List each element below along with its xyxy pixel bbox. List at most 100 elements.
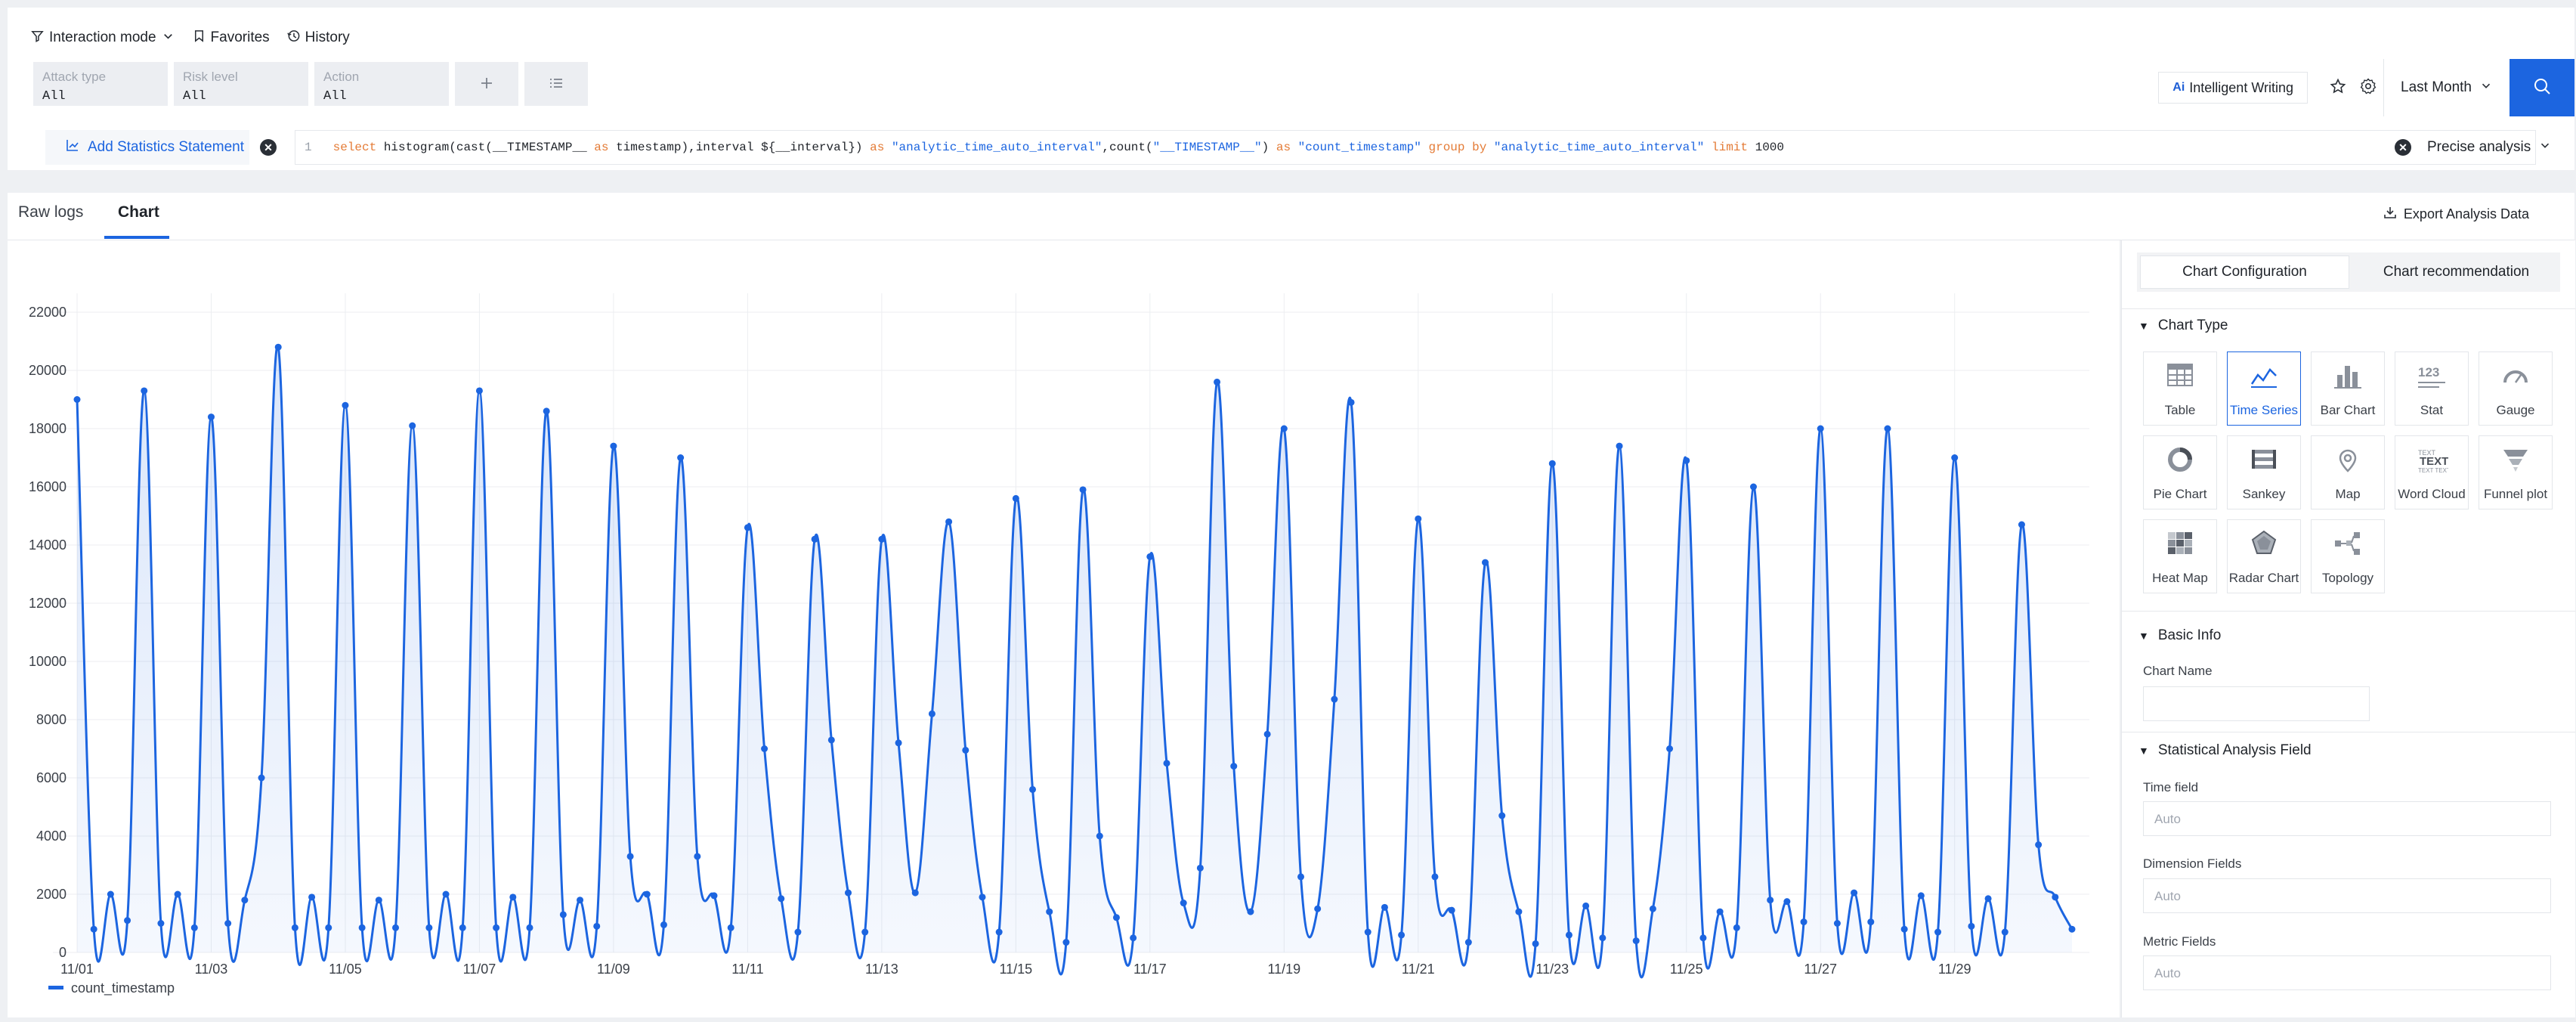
data-point[interactable] [710, 892, 718, 900]
add-statistics-statement-button[interactable]: Add Statistics Statement [45, 130, 249, 165]
data-point[interactable] [1900, 925, 1908, 933]
data-point[interactable] [593, 922, 601, 930]
data-point[interactable] [727, 924, 734, 931]
action-filter[interactable]: Action All [314, 62, 449, 106]
search-button[interactable] [2510, 59, 2574, 116]
data-point[interactable] [1431, 873, 1439, 881]
data-point[interactable] [1515, 908, 1523, 915]
export-analysis-data-button[interactable]: Export Analysis Data [2383, 205, 2529, 224]
tab-chart-configuration[interactable]: Chart Configuration [2140, 256, 2349, 289]
settings-button[interactable] [2353, 73, 2383, 103]
data-point[interactable] [409, 422, 416, 429]
data-point[interactable] [911, 889, 919, 897]
data-point[interactable] [677, 454, 685, 461]
data-point[interactable] [1482, 559, 1489, 566]
data-point[interactable] [509, 893, 517, 901]
data-point[interactable] [1699, 934, 1707, 942]
time-range-dropdown[interactable]: Last Month [2383, 59, 2510, 116]
data-point[interactable] [1012, 494, 1019, 502]
chart-type-map[interactable]: Map [2311, 435, 2385, 509]
data-point[interactable] [1833, 920, 1841, 927]
remove-statement-icon[interactable]: ✕ [260, 139, 277, 156]
data-point[interactable] [1364, 928, 1371, 936]
data-point[interactable] [1733, 924, 1740, 931]
data-point[interactable] [1046, 908, 1053, 915]
dimension-fields-select[interactable]: Auto [2143, 878, 2551, 913]
intelligent-writing-button[interactable]: Ai Intelligent Writing [2158, 72, 2308, 104]
data-point[interactable] [2035, 841, 2043, 849]
data-point[interactable] [241, 897, 249, 904]
data-point[interactable] [928, 710, 935, 717]
data-point[interactable] [1112, 914, 1120, 921]
data-point[interactable] [375, 897, 382, 904]
data-point[interactable] [1968, 922, 1975, 930]
data-point[interactable] [1749, 483, 1757, 491]
analysis-mode-dropdown[interactable]: Precise analysis [2427, 130, 2552, 165]
data-point[interactable] [744, 524, 751, 531]
data-point[interactable] [794, 928, 802, 936]
data-point[interactable] [660, 921, 667, 928]
data-point[interactable] [90, 925, 97, 933]
data-point[interactable] [526, 924, 533, 931]
data-point[interactable] [1196, 864, 1204, 872]
data-point[interactable] [1649, 905, 1656, 912]
data-point[interactable] [979, 893, 986, 901]
data-point[interactable] [2068, 925, 2076, 933]
data-point[interactable] [1297, 873, 1304, 881]
attack-type-filter[interactable]: Attack type All [33, 62, 168, 106]
chart-type-stat[interactable]: 123 Stat [2395, 352, 2469, 426]
tab-raw-logs[interactable]: Raw logs [18, 203, 84, 221]
chart-type-pie-chart[interactable]: Pie Chart [2143, 435, 2217, 509]
data-point[interactable] [610, 442, 617, 450]
data-point[interactable] [694, 853, 701, 860]
data-point[interactable] [1800, 918, 1808, 926]
data-point[interactable] [861, 928, 869, 936]
data-point[interactable] [308, 893, 316, 901]
tab-chart-recommendation[interactable]: Chart recommendation [2383, 264, 2530, 280]
chart-type-topology[interactable]: Topology [2311, 519, 2385, 593]
data-point[interactable] [157, 920, 165, 927]
sql-query-editor[interactable]: 1 select histogram(cast(__TIMESTAMP__ as… [295, 130, 2536, 165]
data-point[interactable] [190, 924, 198, 931]
data-point[interactable] [1130, 934, 1137, 942]
data-point[interactable] [1767, 897, 1774, 904]
data-point[interactable] [475, 387, 483, 395]
data-point[interactable] [2001, 928, 2009, 936]
basic-info-section-header[interactable]: ▼ Basic Info [2138, 627, 2221, 644]
data-point[interactable] [1314, 905, 1322, 912]
data-point[interactable] [1415, 515, 1422, 522]
data-point[interactable] [1851, 889, 1858, 897]
data-point[interactable] [1448, 906, 1455, 914]
chart-name-input[interactable] [2143, 686, 2370, 721]
metric-fields-select[interactable]: Auto [2143, 955, 2551, 990]
data-point[interactable] [1616, 442, 1623, 450]
data-point[interactable] [577, 897, 584, 904]
data-point[interactable] [962, 746, 969, 754]
data-point[interactable] [1934, 928, 1942, 936]
data-point[interactable] [274, 343, 282, 351]
data-point[interactable] [1884, 425, 1891, 432]
data-point[interactable] [2018, 521, 2025, 528]
data-point[interactable] [358, 924, 366, 931]
data-point[interactable] [1062, 939, 1070, 946]
chart-type-word-cloud[interactable]: TEXT TEXT TEXT TEXT Word Cloud [2395, 435, 2469, 509]
data-point[interactable] [1263, 730, 1271, 738]
data-point[interactable] [1331, 695, 1338, 703]
data-point[interactable] [945, 518, 953, 525]
data-point[interactable] [425, 924, 433, 931]
data-point[interactable] [1029, 785, 1037, 793]
interaction-mode-dropdown[interactable]: Interaction mode [30, 29, 175, 48]
filter-list-button[interactable] [524, 62, 588, 106]
chart-type-gauge[interactable]: Gauge [2479, 352, 2553, 426]
risk-level-filter[interactable]: Risk level All [174, 62, 308, 106]
data-point[interactable] [995, 928, 1003, 936]
statistical-field-section-header[interactable]: ▼ Statistical Analysis Field [2138, 742, 2312, 759]
data-point[interactable] [778, 895, 785, 903]
data-point[interactable] [141, 387, 148, 395]
data-point[interactable] [1464, 939, 1472, 946]
data-point[interactable] [1079, 486, 1087, 494]
data-point[interactable] [626, 853, 634, 860]
data-point[interactable] [845, 889, 852, 897]
data-point[interactable] [291, 924, 298, 931]
data-point[interactable] [1951, 454, 1959, 461]
